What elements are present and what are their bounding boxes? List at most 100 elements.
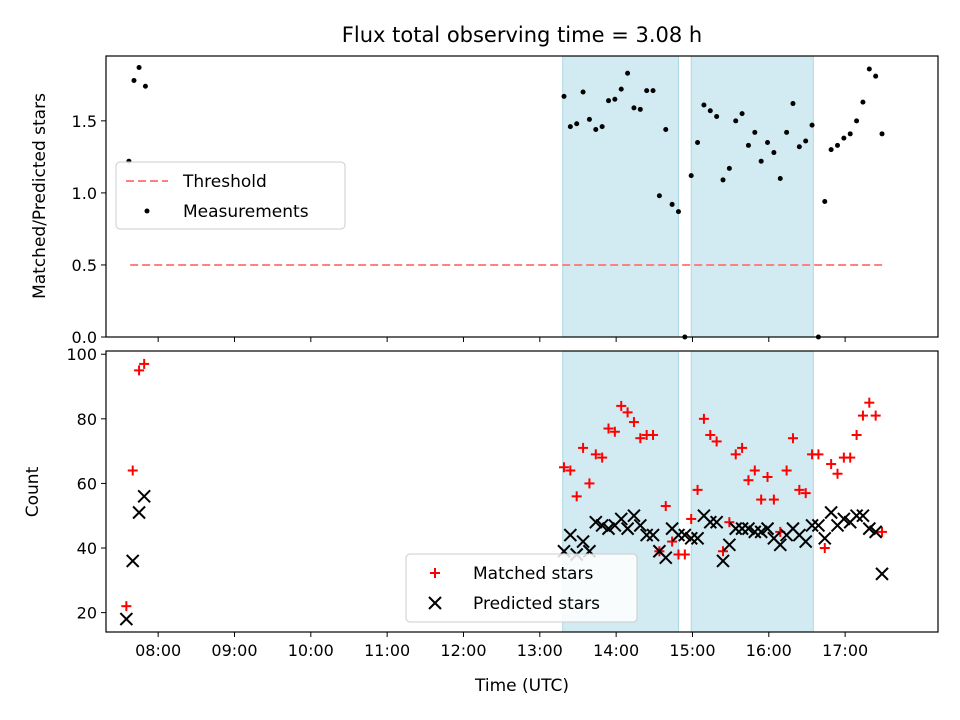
matched-star-point — [857, 410, 868, 421]
measurement-point — [675, 209, 681, 215]
top-y-ticks: 0.0 0.5 1.0 1.5 — [72, 112, 106, 347]
matched-star-point — [768, 494, 779, 505]
predicted-star-point — [729, 521, 743, 536]
x-tick-label: 10:00 — [288, 641, 334, 660]
matched-star-point — [127, 465, 138, 476]
matched-star-point — [877, 526, 888, 537]
bot-shaded-interval-1 — [690, 350, 814, 633]
matched-star-point — [603, 423, 614, 434]
matched-star-point — [756, 494, 767, 505]
measurement-point — [131, 77, 137, 83]
predicted-star-point — [703, 515, 717, 529]
matched-star-point — [590, 449, 601, 460]
measurement-point — [644, 88, 650, 94]
matched-star-point — [565, 465, 576, 476]
legend-threshold-label: Threshold — [182, 172, 267, 192]
chart-title: Flux total observing time = 3.08 h — [342, 23, 702, 47]
top-y-axis-label: Matched/Predicted stars — [30, 93, 50, 299]
top-shaded-interval-1 — [690, 55, 814, 338]
matched-star-point — [635, 433, 646, 444]
matched-star-point — [743, 475, 754, 486]
predicted-star-point — [646, 528, 660, 542]
predicted-star-point — [805, 518, 819, 533]
matched-star-point — [832, 468, 843, 479]
measurement-point — [707, 108, 713, 114]
predicted-star-point — [798, 534, 813, 549]
predicted-star-point — [741, 521, 756, 536]
measurement-point — [771, 150, 777, 156]
matched-star-point — [781, 465, 792, 476]
predicted-star-point — [589, 515, 603, 529]
measurement-point — [841, 135, 847, 141]
matched-star-point — [616, 400, 627, 411]
bot-y-tick-label: 100 — [66, 345, 97, 364]
bot-y-tick-label: 20 — [77, 604, 97, 623]
predicted-star-point — [875, 567, 889, 581]
measurement-point — [854, 118, 860, 124]
measurement-point — [612, 96, 618, 102]
predicted-star-point — [760, 521, 775, 536]
legend-predicted-swatch — [428, 596, 442, 610]
matched-star-point — [730, 449, 741, 460]
matched-star-point — [139, 358, 150, 369]
predicted-star-point — [773, 538, 787, 552]
bottom-panel: 08:00 09:00 10:00 11:00 12:00 13:00 14:00 15:00… — [23, 345, 939, 696]
measurement-point — [669, 201, 675, 207]
predicted-star-point — [678, 528, 692, 542]
measurement-point — [784, 129, 790, 135]
predicted-star-point — [862, 521, 877, 536]
matched-star-point — [686, 513, 697, 524]
matched-star-point — [845, 452, 856, 463]
predicted-star-point — [754, 525, 768, 539]
measurement-point — [860, 99, 866, 105]
top-y-tick-label: 1.0 — [72, 184, 97, 203]
predicted-star-point — [849, 509, 864, 523]
predicted-star-point — [748, 525, 762, 539]
predicted-star-point — [627, 509, 641, 523]
predicted-star-point — [132, 505, 146, 520]
matched-star-point — [679, 549, 690, 560]
legend-matched-label: Matched stars — [473, 564, 593, 584]
measurement-point — [847, 131, 853, 137]
matched-star-point — [597, 452, 608, 463]
bot-y-tick-label: 40 — [77, 539, 97, 558]
measurement-point — [650, 88, 656, 94]
matched-star-point — [826, 459, 837, 470]
measurement-point — [714, 114, 720, 120]
measurement-point — [803, 138, 809, 144]
measurement-point — [720, 177, 726, 183]
measurement-point — [561, 93, 567, 99]
matched-star-point — [749, 465, 760, 476]
predicted-star-point — [126, 554, 140, 568]
matched-star-point — [737, 442, 748, 453]
measurement-point — [866, 66, 872, 72]
predicted-star-point — [818, 531, 832, 546]
matched-star-point — [121, 601, 132, 612]
predicted-star-point — [716, 554, 730, 568]
measurement-point — [726, 165, 732, 171]
measurement-points — [126, 65, 885, 340]
predicted-star-point — [709, 515, 724, 529]
measurement-point — [580, 89, 586, 95]
matched-star-point — [794, 484, 805, 495]
measurement-point — [765, 139, 771, 145]
matched-star-point — [558, 462, 569, 473]
bottom-panel-frame — [105, 350, 939, 633]
bottom-legend-box — [405, 553, 638, 623]
predicted-star-point — [735, 521, 749, 536]
predicted-star-point — [811, 518, 826, 533]
x-tick-label: 15:00 — [669, 641, 715, 660]
matched-star-point — [851, 429, 862, 440]
top-y-tick-label: 0.0 — [72, 328, 97, 347]
matched-star-point — [622, 407, 633, 418]
predicted-star-point — [659, 551, 673, 565]
matched-star-point — [584, 478, 595, 489]
bottom-legend: Matched stars Predicted stars — [405, 553, 638, 623]
x-tick-label: 13:00 — [517, 641, 563, 660]
measurement-point — [733, 118, 739, 124]
measurement-point — [790, 101, 796, 107]
bot-y-tick-label: 80 — [77, 410, 97, 429]
matched-star-point — [692, 484, 703, 495]
matched-star-point — [813, 449, 824, 460]
measurement-point — [625, 70, 631, 76]
